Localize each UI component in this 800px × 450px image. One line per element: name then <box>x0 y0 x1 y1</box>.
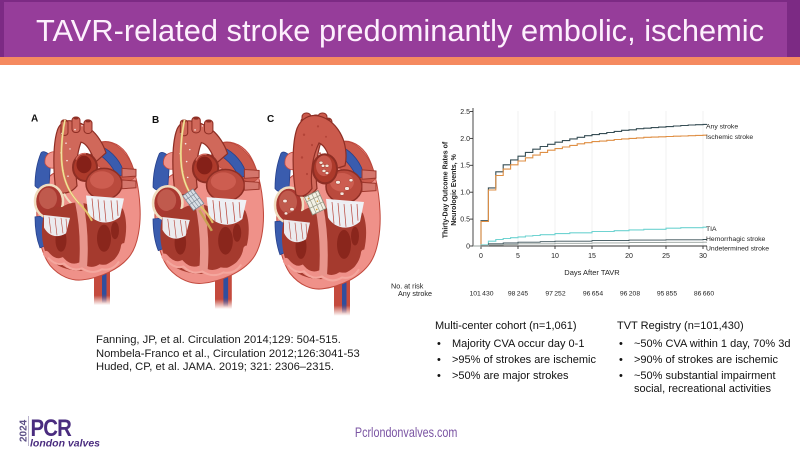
svg-text:20: 20 <box>625 253 633 260</box>
svg-text:1.5: 1.5 <box>460 163 470 170</box>
svg-text:97 252: 97 252 <box>545 291 565 298</box>
svg-text:Thirty-Day Outcome Rates of: Thirty-Day Outcome Rates of <box>443 141 450 238</box>
svg-text:Days After TAVR: Days After TAVR <box>564 268 620 277</box>
svg-text:2.5: 2.5 <box>460 109 470 116</box>
svg-text:2.0: 2.0 <box>460 136 470 143</box>
svg-text:10: 10 <box>551 253 559 260</box>
svg-text:30: 30 <box>699 253 707 260</box>
svg-text:0: 0 <box>466 243 470 250</box>
svg-text:Neurologic Events, %: Neurologic Events, % <box>451 153 458 225</box>
svg-text:15: 15 <box>588 253 596 260</box>
svg-text:TIA: TIA <box>706 226 717 233</box>
svg-text:101 430: 101 430 <box>469 291 493 298</box>
svg-text:86 660: 86 660 <box>694 291 714 298</box>
svg-text:98 245: 98 245 <box>508 291 528 298</box>
svg-text:C: C <box>267 114 274 125</box>
svg-text:B: B <box>152 115 159 126</box>
svg-text:Any stroke: Any stroke <box>398 289 432 298</box>
svg-text:96 208: 96 208 <box>620 291 640 298</box>
svg-text:A: A <box>31 114 38 125</box>
svg-text:95 855: 95 855 <box>657 291 677 298</box>
svg-text:25: 25 <box>662 253 670 260</box>
svg-text:5: 5 <box>516 253 520 260</box>
svg-text:0.5: 0.5 <box>460 217 470 224</box>
svg-text:Ischemic stroke: Ischemic stroke <box>706 134 753 141</box>
svg-text:Undetermined stroke: Undetermined stroke <box>706 246 769 253</box>
svg-text:96 654: 96 654 <box>583 291 603 298</box>
svg-text:Hemorrhagic stroke: Hemorrhagic stroke <box>706 236 766 243</box>
svg-text:1.0: 1.0 <box>460 190 470 197</box>
svg-text:2024: 2024 <box>19 419 30 442</box>
svg-text:london valves: london valves <box>30 438 100 450</box>
svg-text:No. at risk: No. at risk <box>391 282 424 291</box>
svg-text:Any stroke: Any stroke <box>706 124 738 131</box>
svg-text:0: 0 <box>479 253 483 260</box>
svg-text:PCR: PCR <box>31 414 72 441</box>
